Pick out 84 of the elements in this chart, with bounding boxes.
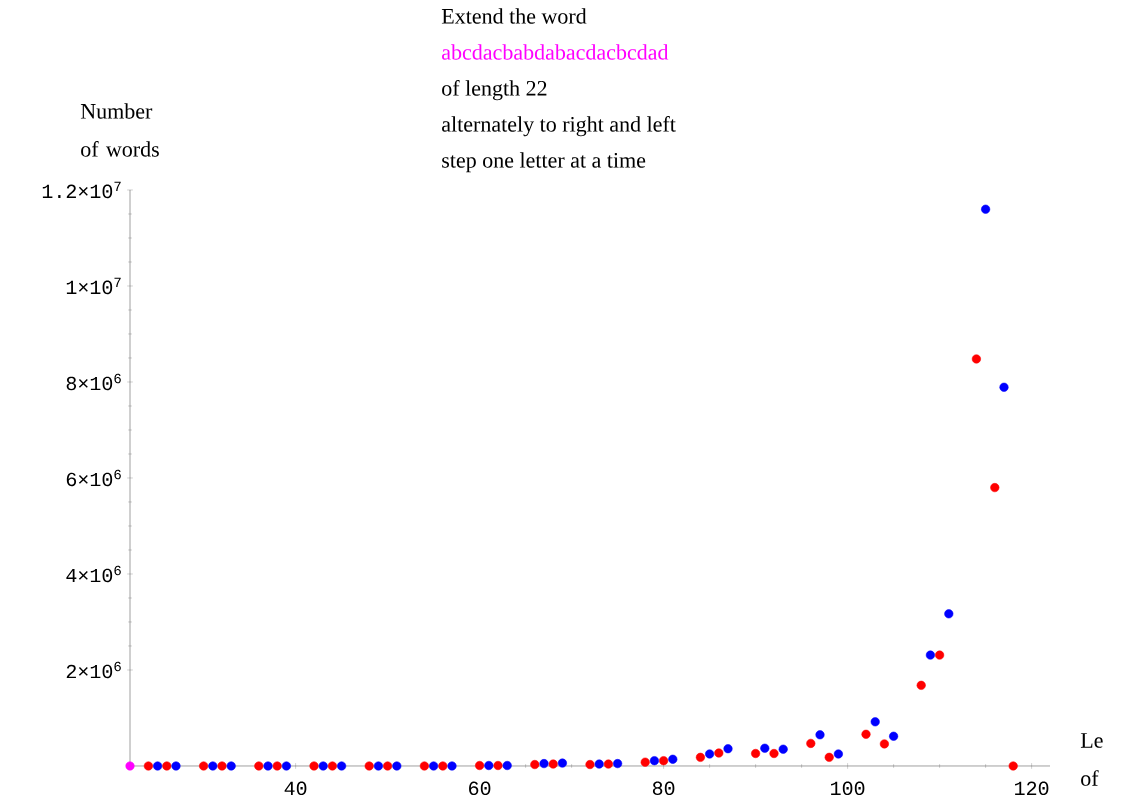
point xyxy=(429,761,439,771)
point xyxy=(281,761,291,771)
x-tick-label: 100 xyxy=(831,781,865,796)
point xyxy=(318,761,328,771)
x-axis-title: Le of xyxy=(1080,733,1103,786)
point xyxy=(870,717,880,727)
point xyxy=(484,760,494,771)
point xyxy=(263,761,273,771)
point xyxy=(944,609,954,619)
point xyxy=(751,748,761,759)
point xyxy=(999,382,1009,392)
point xyxy=(935,650,945,660)
point xyxy=(125,761,135,771)
point xyxy=(760,743,770,753)
point xyxy=(438,761,448,771)
text: alternately to right and left xyxy=(442,116,676,137)
point xyxy=(916,680,926,690)
point xyxy=(723,744,733,754)
point xyxy=(585,760,595,770)
point xyxy=(475,760,485,771)
y-tick-label: 1.2×10$^{7}$ xyxy=(42,181,121,199)
point xyxy=(557,758,567,768)
point xyxy=(705,749,715,759)
point xyxy=(199,761,209,771)
text: of length 22 xyxy=(442,80,547,101)
text: step one letter at a time xyxy=(442,152,646,173)
point xyxy=(548,759,558,769)
point xyxy=(383,761,393,771)
point xyxy=(824,752,834,762)
x-tick-label: 60 xyxy=(469,781,491,796)
point xyxy=(419,761,429,771)
chart-title: Extend the word xyxy=(441,8,587,24)
point xyxy=(594,759,604,769)
point xyxy=(364,761,374,771)
point xyxy=(668,754,678,764)
point xyxy=(815,730,825,740)
point xyxy=(143,761,153,771)
point xyxy=(649,756,659,766)
point xyxy=(337,761,347,771)
point xyxy=(833,749,843,759)
point xyxy=(613,759,623,769)
point xyxy=(889,731,899,741)
y-tick-label: 4×10$^{6}$ xyxy=(66,565,121,583)
y-tick-label: 1×10$^{7}$ xyxy=(66,277,121,295)
point xyxy=(695,752,705,762)
point xyxy=(981,204,991,214)
point xyxy=(502,760,512,771)
point xyxy=(879,739,889,749)
point xyxy=(272,761,282,771)
point xyxy=(530,760,540,770)
point xyxy=(373,761,383,771)
chart-subtitle: abcdacbabdabacdacbcdad xyxy=(442,44,669,60)
point xyxy=(1008,761,1018,771)
x-tick-label: 40 xyxy=(284,781,307,796)
x-tick-label: 80 xyxy=(652,781,675,796)
y-tick-label: 2×10$^{6}$ xyxy=(66,661,121,679)
point xyxy=(447,761,457,771)
point xyxy=(603,759,613,769)
y-tick-label: 6×10$^{6}$ xyxy=(66,469,121,487)
point xyxy=(493,760,503,771)
point xyxy=(392,761,402,771)
y-tick-label: 8×10$^{6}$ xyxy=(66,373,121,391)
point xyxy=(327,761,337,771)
point xyxy=(925,650,935,660)
point xyxy=(714,748,724,758)
y-axis-title: Number of words xyxy=(80,103,159,157)
point xyxy=(309,761,319,771)
point xyxy=(778,744,788,754)
point xyxy=(254,761,264,771)
point xyxy=(208,761,218,771)
x-tick-label: 120 xyxy=(1015,781,1049,796)
point xyxy=(769,748,779,759)
point xyxy=(640,757,650,767)
point xyxy=(971,354,981,364)
point xyxy=(226,761,236,771)
point xyxy=(153,761,163,771)
point xyxy=(990,483,1000,493)
point xyxy=(539,759,549,769)
point xyxy=(861,729,871,739)
point xyxy=(171,761,181,771)
point xyxy=(162,761,172,771)
point xyxy=(659,756,669,766)
point xyxy=(806,738,816,748)
point xyxy=(217,761,227,771)
